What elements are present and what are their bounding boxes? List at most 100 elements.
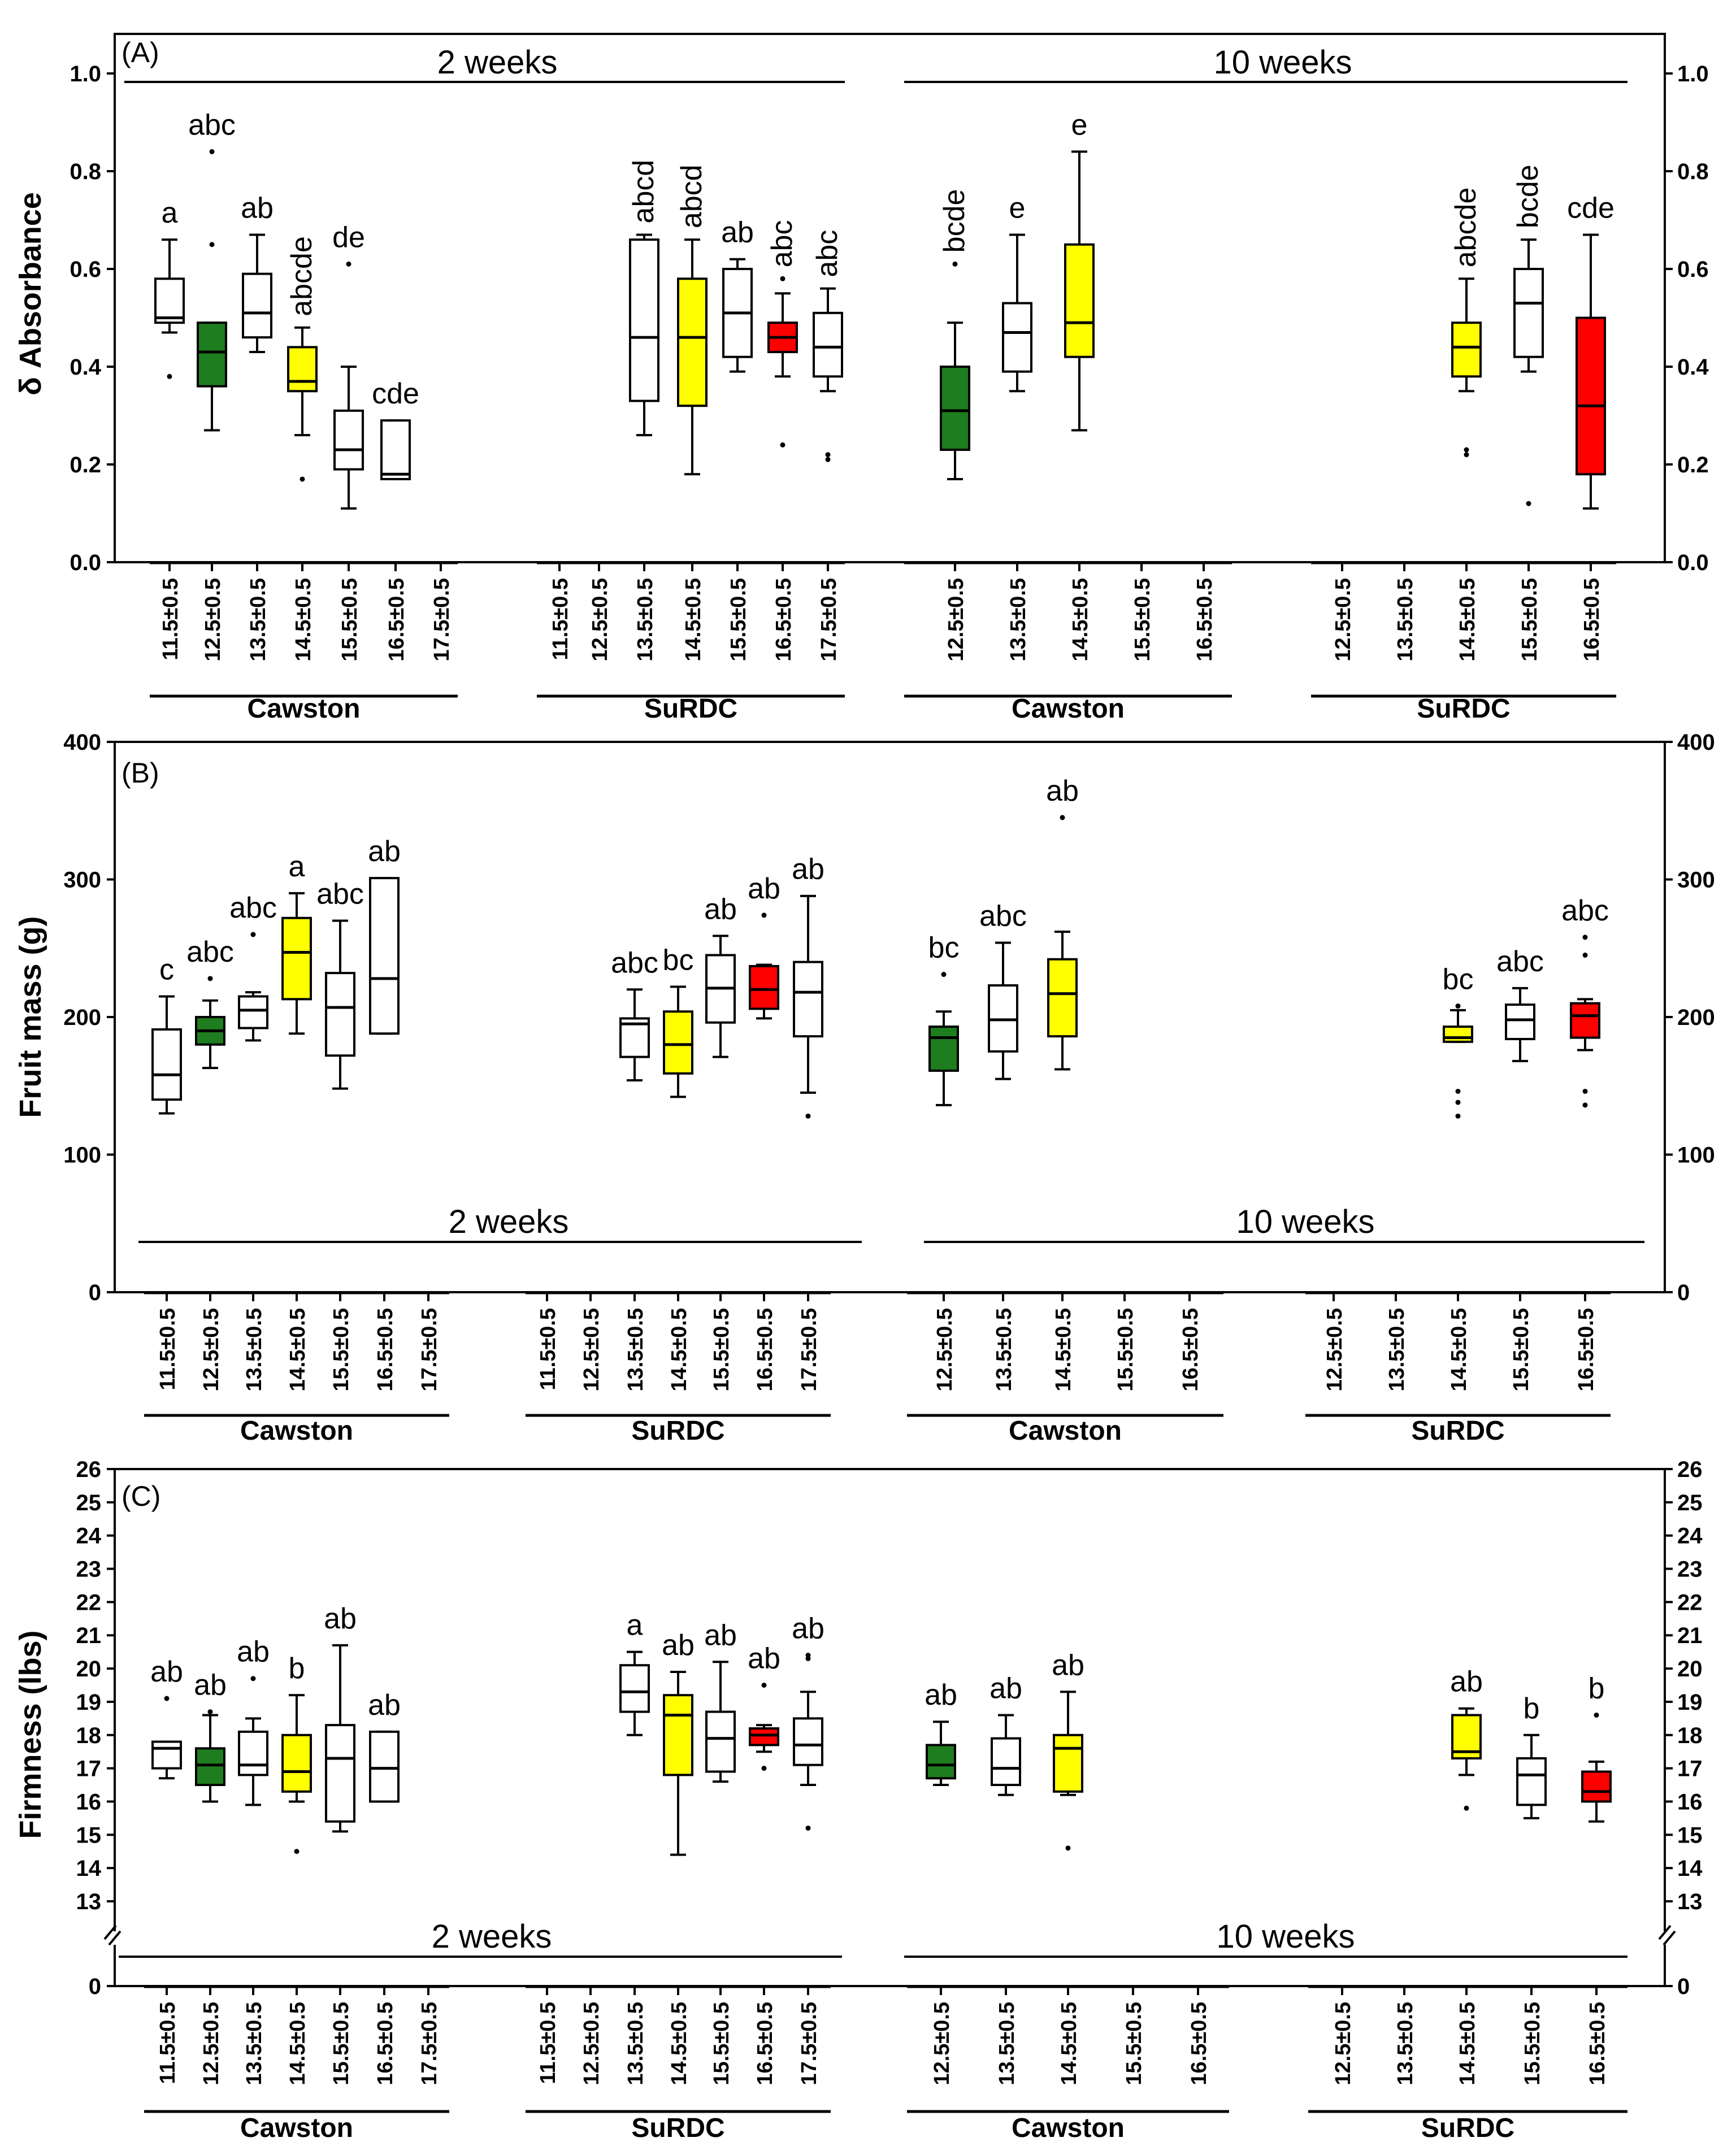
box-iqr: [663, 1694, 693, 1776]
category-label: 16.5±0.5: [753, 2002, 777, 2086]
y-tick-label-right: 20: [1677, 1657, 1703, 1682]
category-label: 12.5±0.5: [580, 1308, 604, 1392]
category-label: 15.5±0.5: [338, 578, 362, 662]
period-label: 10 weeks: [1236, 1204, 1374, 1240]
panel-c: 0 0 13 13 14 14 15 15 16 16 17 17 18 18 19 19 20 20 21 21 22…: [14, 1457, 1703, 2143]
y-tick-label: 400: [63, 730, 101, 755]
outlier-point: [780, 276, 785, 281]
y-tick-label-right: 18: [1677, 1723, 1703, 1748]
y-tick-label-right: 21: [1677, 1623, 1703, 1648]
group-cawston-2w: Cawston 11.5±0.5 12.5±0.5 13.5±0.5 14.5±0.5 1…: [144, 1602, 449, 2143]
significance-letter: ab: [748, 1643, 780, 1675]
significance-letter: ab: [989, 1672, 1022, 1705]
y-tick-label-right: 0.0: [1677, 550, 1709, 575]
y-tick-label-right: 19: [1677, 1690, 1703, 1715]
panel-label: (B): [121, 757, 159, 789]
box-13.5: abc: [229, 892, 277, 1042]
category-label: 13.5±0.5: [992, 1308, 1016, 1392]
box-13.5: ab: [989, 1672, 1022, 1796]
significance-letter: ab: [925, 1679, 957, 1711]
y-tick-label: 0: [89, 1974, 101, 1999]
group-label: Cawston: [240, 2113, 353, 2143]
y-tick-label: 24: [76, 1524, 102, 1549]
category-label: 12.5±0.5: [944, 578, 968, 662]
y-tick-label: 0.2: [70, 453, 101, 477]
category-label: 13.5±0.5: [624, 2002, 648, 2086]
box-14.5: ab: [662, 1629, 695, 1856]
y-tick-label-right: 14: [1677, 1856, 1703, 1881]
significance-letter: ab: [194, 1669, 227, 1702]
box-iqr: [926, 1744, 956, 1780]
category-label: 16.5±0.5: [1179, 1308, 1203, 1392]
y-tick-label-right: 24: [1677, 1524, 1703, 1549]
category-label: 12.5±0.5: [201, 578, 225, 662]
category-label: 15.5±0.5: [727, 578, 750, 662]
category-label: 13.5±0.5: [1385, 1308, 1409, 1392]
significance-letter: bcde: [938, 189, 971, 253]
box-iqr: [195, 1747, 225, 1787]
significance-letter: abc: [979, 900, 1027, 933]
y-axis-label: Fruit mass (g): [14, 916, 47, 1118]
y-tick-label: 13: [76, 1889, 102, 1914]
outlier-point: [167, 373, 172, 379]
significance-letter: ab: [748, 872, 780, 905]
significance-letter: abc: [229, 892, 277, 924]
significance-letter: abcd: [675, 164, 708, 228]
box-iqr: [1451, 321, 1482, 378]
box-17.5: ab: [792, 853, 824, 1119]
box-iqr: [281, 916, 312, 1001]
box-13.5: abc: [979, 900, 1027, 1080]
category-label: 16.5±0.5: [772, 578, 796, 662]
box-iqr: [1047, 958, 1078, 1038]
box-16.5: cde: [1567, 192, 1615, 510]
box-17.5: abc: [811, 230, 844, 462]
period-label: 10 weeks: [1216, 1918, 1355, 1955]
significance-letter: bc: [928, 932, 960, 964]
box-14.5: abcde: [1449, 188, 1482, 458]
significance-letter: ab: [237, 1636, 270, 1669]
group-label: SuRDC: [631, 1416, 724, 1446]
category-label: 15.5±0.5: [1122, 2002, 1146, 2086]
period-label: 2 weeks: [449, 1204, 569, 1240]
significance-letter: bc: [1443, 963, 1474, 996]
panel-label: (C): [121, 1480, 160, 1512]
box-iqr: [749, 1727, 779, 1746]
box-16.5: abc: [766, 220, 798, 447]
y-tick-label-right: 0.6: [1677, 257, 1709, 282]
y-tick-label: 26: [76, 1457, 102, 1482]
outlier-point: [1464, 447, 1469, 453]
axis-break-mark-left: [103, 1924, 121, 1946]
category-label: 14.5±0.5: [667, 1308, 691, 1392]
box-iqr: [242, 272, 272, 339]
significance-letter: ab: [241, 192, 274, 224]
outlier-point: [761, 1683, 767, 1688]
outlier-point: [209, 149, 215, 154]
box-iqr: [369, 877, 400, 1035]
category-label: 17.5±0.5: [817, 578, 841, 662]
outlier-point: [1464, 452, 1469, 458]
category-label: 15.5±0.5: [1509, 1308, 1533, 1392]
box-15.5: bcde: [1512, 164, 1544, 506]
box-14.5: b: [281, 1652, 312, 1854]
group-label: Cawston: [247, 694, 360, 724]
group-label: Cawston: [240, 1416, 353, 1446]
box-16.5: ab: [748, 1643, 780, 1771]
y-tick-label: 0: [89, 1280, 101, 1305]
group-surdc-10w: SuRDC 12.5±0.5 13.5±0.5 14.5±0.5 15.5±0.5 16.…: [1308, 1666, 1628, 2143]
box-iqr: [380, 419, 411, 480]
category-label: 13.5±0.5: [242, 2002, 266, 2086]
box-13.5: e: [1002, 192, 1032, 393]
outlier-point: [825, 457, 831, 462]
box-iqr: [333, 409, 364, 471]
significance-letter: ab: [324, 1602, 357, 1635]
box-15.5: de: [332, 221, 365, 510]
box-iqr: [940, 366, 970, 451]
box-iqr: [197, 321, 227, 388]
period-label: 2 weeks: [432, 1918, 552, 1955]
box-iqr: [793, 961, 823, 1038]
group-surdc-2w: SuRDC 11.5±0.5 12.5±0.5 13.5±0.5 14.5±0.5 15.…: [537, 160, 845, 724]
box-iqr: [749, 964, 779, 1010]
box-15.5: ab: [704, 893, 737, 1058]
category-label: 16.5±0.5: [385, 578, 409, 662]
